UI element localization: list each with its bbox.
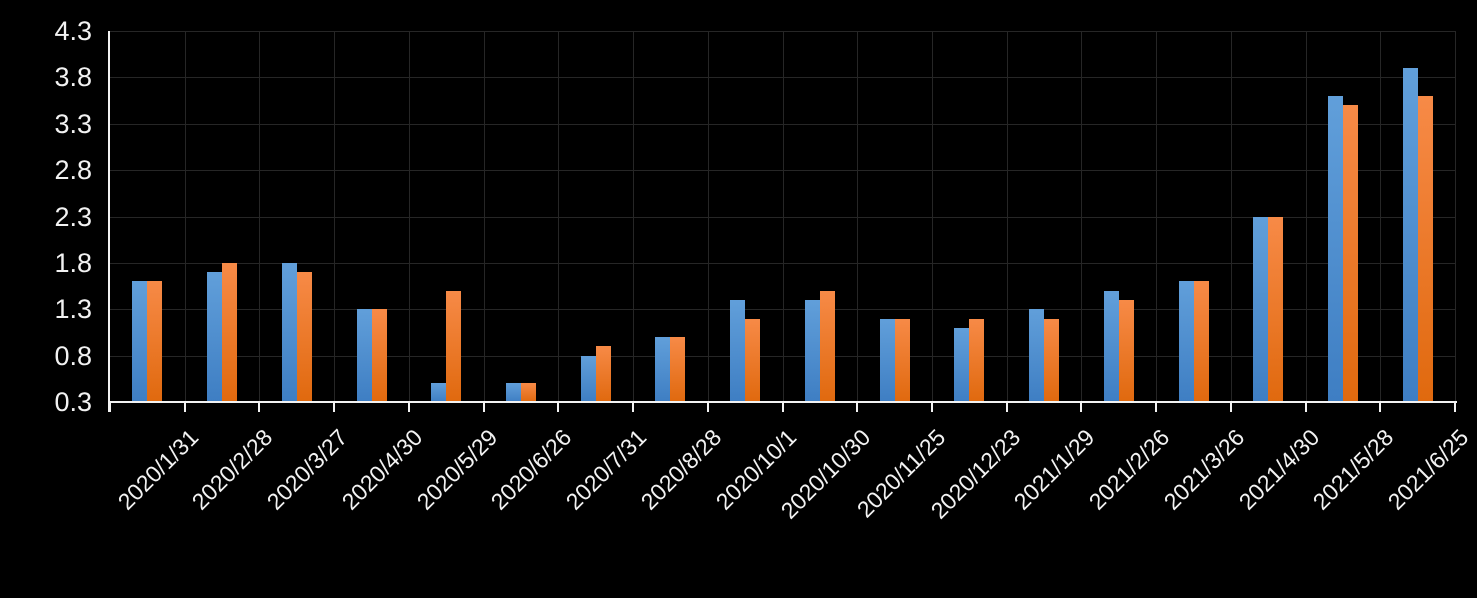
blue-series-bar: [207, 272, 223, 402]
x-axis-tick: [1229, 402, 1232, 412]
orange-series-bar: [296, 272, 312, 402]
orange-series-bar: [1193, 281, 1209, 402]
orange-series-bar: [1342, 105, 1358, 402]
vertical-gridline: [483, 31, 485, 402]
x-axis-tick: [930, 402, 933, 412]
vertical-gridline: [184, 31, 186, 402]
blue-series-bar: [281, 262, 297, 402]
y-axis-line: [108, 31, 110, 412]
orange-series-bar: [670, 337, 686, 402]
x-axis-tick: [1379, 402, 1382, 412]
vertical-gridline: [1380, 31, 1382, 402]
y-axis-tick-label: 0.3: [54, 387, 92, 417]
x-axis-tick: [482, 402, 485, 412]
blue-series-bar: [655, 337, 671, 402]
orange-series-bar: [595, 346, 611, 402]
y-axis-tick-label: 2.3: [54, 201, 92, 232]
x-axis-tick: [557, 402, 560, 412]
orange-series-bar: [147, 281, 163, 402]
vertical-gridline: [707, 31, 709, 402]
y-axis-tick-label: 1.3: [54, 294, 92, 325]
blue-series-bar: [1402, 68, 1418, 402]
blue-series-bar: [1178, 281, 1194, 402]
blue-series-bar: [954, 327, 970, 402]
blue-series-bar: [1327, 95, 1343, 402]
x-axis-tick: [632, 402, 635, 412]
x-axis-tick: [706, 402, 709, 412]
blue-series-bar: [1253, 216, 1269, 402]
blue-series-bar: [730, 300, 746, 402]
orange-series-bar: [371, 309, 387, 403]
vertical-gridline: [1006, 31, 1008, 402]
blue-series-bar: [1103, 290, 1119, 402]
vertical-gridline: [408, 31, 410, 402]
vertical-gridline: [1455, 31, 1456, 402]
vertical-gridline: [782, 31, 784, 402]
orange-series-bar: [222, 262, 238, 402]
blue-series-bar: [506, 383, 521, 402]
vertical-gridline: [1230, 31, 1232, 402]
y-axis-tick-label: 4.3: [54, 16, 92, 46]
orange-series-bar: [1044, 318, 1059, 402]
blue-series-bar: [1029, 309, 1044, 403]
y-axis-tick-label: 0.8: [54, 340, 92, 371]
x-axis-tick: [258, 402, 261, 412]
x-axis-tick: [1080, 402, 1083, 412]
x-axis-tick: [781, 402, 784, 412]
x-axis-tick: [1304, 402, 1307, 412]
orange-series-bar: [446, 290, 462, 402]
x-axis-tick: [1155, 402, 1158, 412]
vertical-gridline: [857, 31, 859, 402]
y-axis-tick-label: 3.8: [54, 62, 92, 93]
vertical-gridline: [1305, 31, 1307, 402]
x-axis-tick: [1005, 402, 1008, 412]
orange-series-bar: [969, 318, 985, 402]
x-axis-tick: [1454, 402, 1456, 412]
x-axis-tick: [109, 402, 111, 412]
vertical-gridline: [1081, 31, 1083, 402]
vertical-gridline: [558, 31, 560, 402]
x-axis-tick: [856, 402, 859, 412]
blue-series-bar: [580, 355, 596, 402]
orange-series-bar: [521, 383, 536, 402]
vertical-gridline: [633, 31, 635, 402]
blue-series-bar: [879, 318, 895, 402]
x-axis-tick: [407, 402, 410, 412]
vertical-gridline: [1156, 31, 1158, 402]
orange-series-bar: [894, 318, 910, 402]
orange-series-bar: [1268, 216, 1284, 402]
y-axis-tick-label: 2.8: [54, 155, 92, 186]
y-axis-tick-label: 3.3: [54, 108, 92, 139]
blue-series-bar: [431, 383, 447, 402]
orange-series-bar: [745, 318, 761, 402]
orange-series-bar: [1118, 300, 1134, 402]
blue-series-bar: [804, 300, 820, 402]
y-axis-tick-label: 1.8: [54, 247, 92, 278]
orange-series-bar: [1417, 95, 1433, 402]
blue-series-bar: [356, 309, 372, 403]
vertical-gridline: [334, 31, 336, 402]
orange-series-bar: [819, 290, 835, 402]
vertical-gridline: [259, 31, 261, 402]
x-axis-tick: [183, 402, 186, 412]
x-axis-tick: [333, 402, 336, 412]
vertical-gridline: [931, 31, 933, 402]
blue-series-bar: [132, 281, 148, 402]
